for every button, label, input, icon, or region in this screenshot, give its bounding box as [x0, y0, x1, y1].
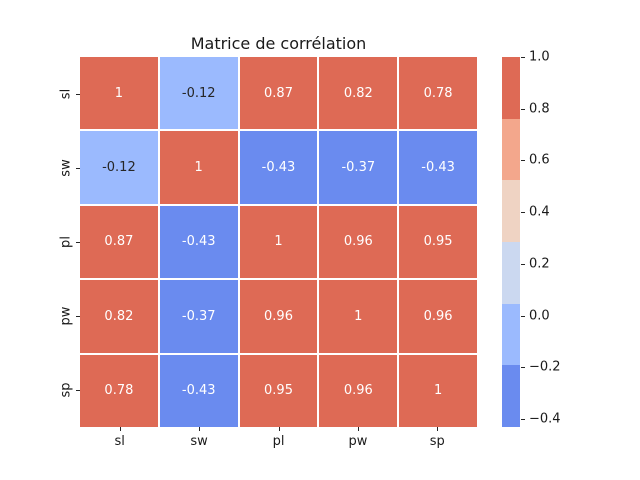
colorbar-tick-label: 0.8: [529, 101, 550, 117]
colorbar-band: [502, 118, 520, 181]
colorbar-tick: [521, 108, 525, 110]
x-axis-tick: [278, 427, 280, 431]
heatmap-cell-sl-sl: 1: [80, 57, 158, 130]
colorbar-tick: [521, 315, 525, 317]
y-tick-label-sp: sp: [58, 382, 74, 398]
colorbar-band: [502, 303, 520, 366]
colorbar-tick: [521, 263, 525, 265]
y-axis-tick: [76, 242, 80, 243]
heatmap-cell-pl-pw: 0.96: [319, 205, 398, 279]
heatmap-cell-sp-sw: -0.43: [159, 354, 238, 427]
x-axis-tick: [357, 427, 359, 431]
colorbar-tick-label: 0.0: [529, 308, 550, 324]
colorbar-tick: [521, 367, 525, 369]
x-tick-label-sw: sw: [190, 434, 208, 449]
y-tick-label-sl: sl: [58, 88, 74, 100]
y-axis-tick: [76, 94, 80, 95]
heatmap-cell-sl-pw: 0.82: [319, 57, 398, 130]
heatmap-cell-sw-sl: -0.12: [80, 131, 158, 204]
x-tick-label-pw: pw: [348, 434, 368, 449]
colorbar-tick-label: 0.4: [529, 204, 550, 220]
colorbar-tick-label: 1.0: [529, 49, 550, 65]
heatmap-cell-sw-pw: -0.37: [319, 131, 398, 204]
y-axis-tick: [76, 390, 80, 391]
colorbar-tick-label: −0.4: [529, 411, 561, 427]
heatmap-cell-sl-pl: 0.87: [239, 57, 318, 130]
colorbar: [502, 57, 520, 428]
colorbar-tick: [521, 160, 525, 162]
y-tick-label-pl: pl: [58, 236, 74, 248]
x-axis-tick: [199, 427, 201, 431]
heatmap-cell-sp-pw: 0.96: [319, 354, 398, 427]
heatmap-cell-sp-sl: 0.78: [80, 354, 158, 427]
heatmap-cell-pl-sw: -0.43: [159, 205, 238, 279]
heatmap-cell-pl-sp: 0.95: [399, 205, 477, 279]
heatmap-cell-pw-pl: 0.96: [239, 280, 318, 353]
heatmap-cell-pl-pl: 1: [239, 205, 318, 279]
colorbar-tick: [521, 419, 525, 421]
heatmap-cell-sl-sp: 0.78: [399, 57, 477, 130]
heatmap-cell-pw-sl: 0.82: [80, 280, 158, 353]
y-tick-label-sw: sw: [58, 159, 74, 177]
colorbar-tick-label: 0.2: [529, 256, 550, 272]
heatmap-cell-pl-sl: 0.87: [80, 205, 158, 279]
heatmap-cell-sp-sp: 1: [399, 354, 477, 427]
colorbar-band: [502, 57, 520, 119]
heatmap-cell-sw-sp: -0.43: [399, 131, 477, 204]
x-tick-label-pl: pl: [272, 434, 285, 449]
heatmap-cell-pw-pw: 1: [319, 280, 398, 353]
heatmap-cell-sl-sw: -0.12: [159, 57, 238, 130]
y-tick-label-pw: pw: [58, 306, 74, 326]
x-tick-label-sl: sl: [114, 434, 125, 449]
x-axis-tick: [119, 427, 121, 431]
colorbar-band: [502, 180, 520, 243]
heatmap-cell-sw-sw: 1: [159, 131, 238, 204]
heatmap-grid: 1 -0.12 0.87 0.82 0.78 -0.12 1 -0.43 -0.37 -0.43 0…: [80, 57, 477, 427]
x-tick-label-sp: sp: [429, 434, 445, 449]
y-axis-tick: [76, 316, 80, 317]
y-axis-tick: [76, 168, 80, 169]
colorbar-band: [502, 242, 520, 304]
heatmap-cell-sw-pl: -0.43: [239, 131, 318, 204]
heatmap-cell-sp-pl: 0.95: [239, 354, 318, 427]
colorbar-band: [502, 365, 520, 428]
colorbar-tick: [521, 212, 525, 214]
colorbar-tick: [521, 57, 525, 58]
colorbar-tick-label: −0.2: [529, 359, 561, 375]
colorbar-tick-label: 0.6: [529, 152, 550, 168]
heatmap-cell-pw-sw: -0.37: [159, 280, 238, 353]
x-axis-tick: [437, 427, 439, 431]
heatmap-cell-pw-sp: 0.96: [399, 280, 477, 353]
chart-title: Matrice de corrélation: [190, 34, 367, 53]
